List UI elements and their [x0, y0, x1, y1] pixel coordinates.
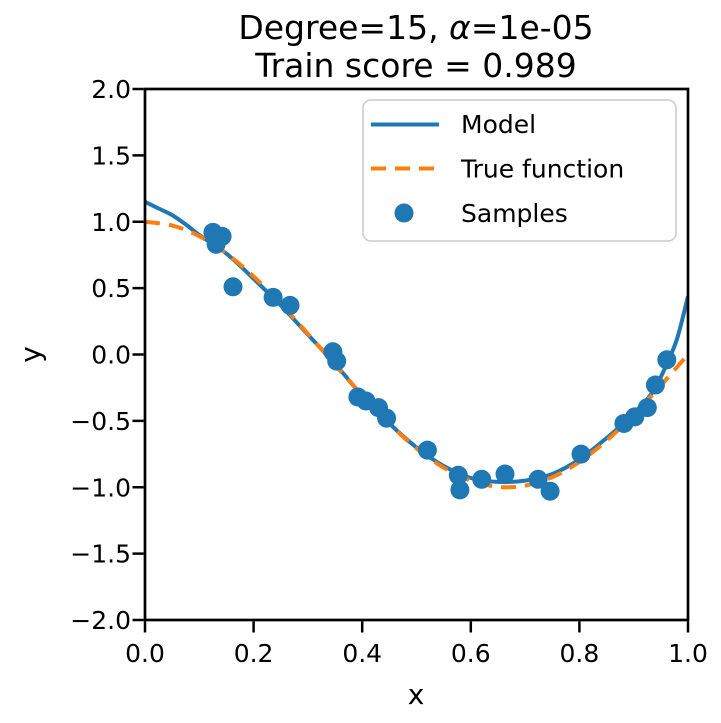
y-axis-label: y: [14, 346, 47, 363]
y-tick-label: 1.0: [91, 208, 131, 237]
y-tick-label: −1.5: [70, 540, 131, 569]
sample-point: [280, 295, 300, 315]
chart-title-line1: Degree=15, α=1e-05: [238, 8, 593, 47]
legend-label-model: Model: [461, 110, 536, 139]
y-tick-label: −2.0: [70, 606, 131, 635]
y-tick-label: −0.5: [70, 407, 131, 436]
sample-point: [327, 351, 347, 371]
axes-spines: [143, 87, 690, 622]
y-tick-label: 0.0: [91, 341, 131, 370]
y-tick-label: 0.5: [91, 274, 131, 303]
chart-title-line2: Train score = 0.989: [254, 46, 576, 85]
x-axis: 0.0 0.2 0.4 0.6 0.8 1.0: [125, 621, 708, 668]
true-function-line: [145, 219, 688, 490]
legend-samples-dot: [394, 203, 414, 223]
sample-point: [637, 398, 657, 418]
sample-point: [377, 408, 397, 428]
sample-point: [448, 465, 468, 485]
legend-box: [362, 99, 677, 242]
x-tick-label: 0.6: [451, 639, 491, 668]
legend-label-samples: Samples: [461, 199, 568, 228]
legend-label-true-function: True function: [460, 155, 624, 184]
sample-point: [528, 469, 548, 489]
x-tick-label: 0.2: [234, 639, 274, 668]
sample-point: [472, 469, 492, 489]
x-tick-label: 0.0: [125, 639, 165, 668]
sample-point: [645, 375, 665, 395]
sample-point: [571, 444, 591, 464]
x-axis-label: x: [408, 678, 425, 711]
y-tick-label: 2.0: [91, 75, 131, 104]
samples-group: [203, 222, 677, 501]
sample-point: [223, 277, 243, 297]
x-tick-label: 0.4: [342, 639, 382, 668]
sample-point: [657, 350, 677, 370]
y-tick-label: −1.0: [70, 473, 131, 502]
y-tick-label: 1.5: [91, 141, 131, 170]
x-tick-label: 0.8: [560, 639, 600, 668]
sample-point: [495, 464, 515, 484]
sample-point: [540, 481, 560, 501]
sample-point: [212, 226, 232, 246]
y-axis: 2.0 1.5 1.0 0.5 0.0 −0.5 −1.0 −1.5 −2.0: [70, 75, 144, 635]
alpha-symbol: α: [449, 8, 471, 47]
legend: Model True function Samples: [362, 99, 677, 242]
sample-point: [417, 440, 437, 460]
data-layer: [145, 200, 688, 501]
x-tick-label: 1.0: [668, 639, 708, 668]
sample-point: [450, 480, 470, 500]
sample-point: [263, 287, 283, 307]
